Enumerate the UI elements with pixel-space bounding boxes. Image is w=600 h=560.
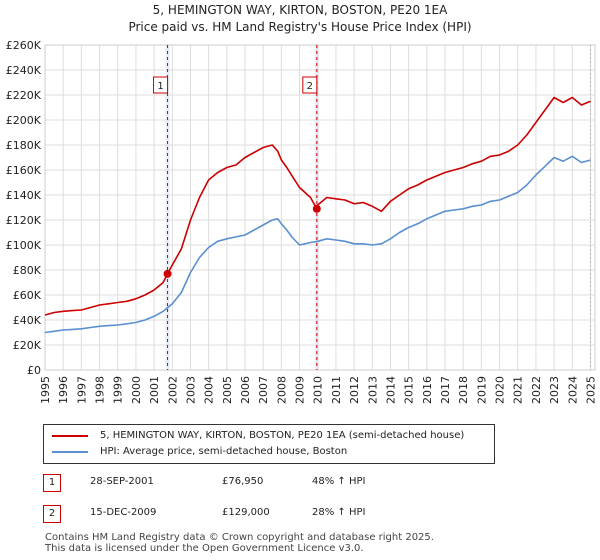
- sale-label-1: 1: [157, 81, 163, 92]
- y-tick-label: £20K: [13, 339, 42, 352]
- x-tick-label: 2015: [403, 376, 416, 404]
- plot-frame: [44, 44, 596, 371]
- x-tick-label: 2005: [221, 376, 234, 404]
- y-tick-label: £140K: [6, 189, 42, 202]
- legend-swatch-property: [52, 434, 88, 437]
- x-tick-label: 2012: [348, 376, 361, 404]
- x-tick-label: 2020: [494, 376, 507, 404]
- sale-hpi-change-1: 48% ↑ HPI: [312, 476, 366, 487]
- sale-label-2: 2: [307, 81, 313, 92]
- x-tick-label: 2011: [330, 376, 343, 404]
- footer-licence: This data is licensed under the Open Gov…: [45, 543, 364, 554]
- y-tick-label: £220K: [6, 89, 42, 102]
- x-tick-label: 2017: [439, 376, 452, 404]
- sale-price-2: £129,000: [222, 507, 270, 518]
- sale-row-2: 2 15-DEC-2009 £129,000 28% ↑ HPI: [0, 505, 600, 523]
- y-tick-label: £60K: [13, 289, 42, 302]
- footer-copyright: Contains HM Land Registry data © Crown c…: [45, 532, 434, 543]
- y-tick-label: £120K: [6, 214, 42, 227]
- price-chart: £0 £20K £40K £60K £80K £100K £120K £140K £160K £1…: [6, 39, 598, 404]
- series-line-hpi: [44, 155, 591, 334]
- y-tick-label: £80K: [13, 264, 42, 277]
- sale-label-box-2: [302, 76, 318, 94]
- x-tick-label: 2001: [148, 376, 161, 404]
- legend-label-hpi: HPI: Average price, semi-detached house,…: [100, 446, 348, 457]
- x-tick-label: 2016: [421, 376, 434, 404]
- x-tick-label: 2018: [457, 376, 470, 404]
- x-tick-label: 2013: [366, 376, 379, 404]
- x-tick-label: 2025: [584, 376, 597, 404]
- y-tick-label: £260K: [6, 39, 42, 52]
- x-tick-label: 1996: [57, 376, 70, 404]
- y-tick-label: £0: [27, 364, 41, 377]
- x-tick-label: 2007: [257, 376, 270, 404]
- x-tick-label: 2022: [530, 376, 543, 404]
- x-tick-label: 2019: [475, 376, 488, 404]
- x-tick-label: 2008: [275, 376, 288, 404]
- x-tick-label: 2003: [184, 376, 197, 404]
- sale-label-box-1: [153, 76, 169, 94]
- legend-swatch-hpi: [52, 450, 88, 453]
- x-tick-label: 2021: [512, 376, 525, 404]
- sale-badge-2: 2: [43, 505, 61, 523]
- x-tick-label: 2014: [384, 376, 397, 404]
- x-tick-label: 2004: [203, 376, 216, 404]
- sale-point-2: [312, 204, 321, 213]
- sale-price-1: £76,950: [222, 476, 264, 487]
- x-tick-label: 2006: [239, 376, 252, 404]
- legend-item-hpi: HPI: Average price, semi-detached house,…: [52, 446, 347, 457]
- legend-label-property: 5, HEMINGTON WAY, KIRTON, BOSTON, PE20 1…: [100, 430, 465, 441]
- y-tick-label: £200K: [6, 114, 42, 127]
- y-tick-label: £100K: [6, 239, 42, 252]
- y-tick-label: £180K: [6, 139, 42, 152]
- y-tick-label: £40K: [13, 314, 42, 327]
- x-tick-label: 2009: [294, 376, 307, 404]
- x-tick-label: 1998: [94, 376, 107, 404]
- chart-subtitle: Price paid vs. HM Land Registry's House …: [128, 20, 472, 34]
- legend: 5, HEMINGTON WAY, KIRTON, BOSTON, PE20 1…: [43, 424, 495, 464]
- x-tick-label: 2023: [548, 376, 561, 404]
- series-line-property: [44, 96, 591, 316]
- x-tick-label: 1999: [112, 376, 125, 404]
- sale-point-1: [163, 269, 172, 278]
- sale-badge-1: 1: [43, 474, 61, 492]
- sale-date-2: 15-DEC-2009: [90, 507, 157, 518]
- x-tick-label: 1995: [39, 376, 52, 404]
- legend-item-property: 5, HEMINGTON WAY, KIRTON, BOSTON, PE20 1…: [52, 430, 464, 441]
- y-tick-label: £160K: [6, 164, 42, 177]
- sale-row-1: 1 28-SEP-2001 £76,950 48% ↑ HPI: [0, 474, 600, 492]
- x-tick-label: 2002: [166, 376, 179, 404]
- chart-title: 5, HEMINGTON WAY, KIRTON, BOSTON, PE20 1…: [152, 3, 448, 17]
- y-tick-label: £240K: [6, 64, 42, 77]
- x-tick-label: 2024: [566, 376, 579, 404]
- x-tick-label: 1997: [75, 376, 88, 404]
- x-tick-label: 2010: [312, 376, 325, 404]
- sale-hpi-change-2: 28% ↑ HPI: [312, 507, 366, 518]
- sale-date-1: 28-SEP-2001: [90, 476, 154, 487]
- x-tick-label: 2000: [130, 376, 143, 404]
